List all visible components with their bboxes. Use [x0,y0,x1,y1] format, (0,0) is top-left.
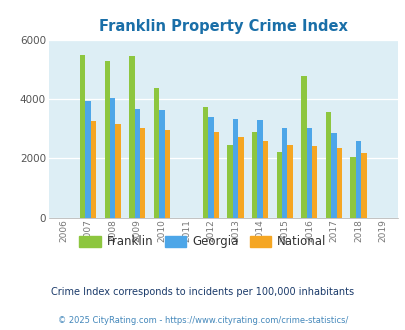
Bar [311,146,317,218]
Bar [330,133,336,218]
Text: © 2025 CityRating.com - https://www.cityrating.com/crime-statistics/: © 2025 CityRating.com - https://www.city… [58,315,347,325]
Bar [213,132,219,218]
Bar [159,110,164,218]
Legend: Franklin, Georgia, National: Franklin, Georgia, National [75,231,330,253]
Bar [360,153,366,218]
Bar [262,141,268,218]
Bar [232,118,238,218]
Bar [115,124,120,218]
Bar [80,55,85,218]
Bar [110,98,115,218]
Bar [301,76,306,218]
Bar [134,109,140,218]
Bar [355,141,360,218]
Bar [153,88,159,218]
Bar [140,128,145,218]
Bar [91,121,96,218]
Title: Franklin Property Crime Index: Franklin Property Crime Index [99,19,347,34]
Bar [336,148,341,218]
Bar [85,101,91,218]
Bar [306,128,311,218]
Text: Crime Index corresponds to incidents per 100,000 inhabitants: Crime Index corresponds to incidents per… [51,287,354,297]
Bar [227,145,232,218]
Bar [208,117,213,218]
Bar [350,157,355,218]
Bar [202,107,208,218]
Bar [252,132,257,218]
Bar [164,130,170,218]
Bar [129,56,134,218]
Bar [287,145,292,218]
Bar [325,112,330,218]
Bar [281,128,287,218]
Bar [238,137,243,218]
Bar [257,120,262,218]
Bar [104,61,110,218]
Bar [276,151,281,218]
